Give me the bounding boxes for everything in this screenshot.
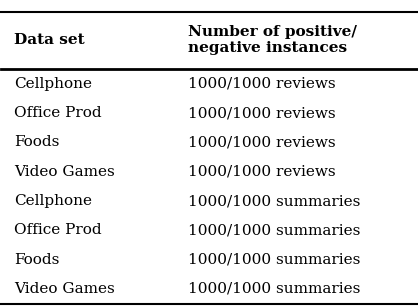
Text: 1000/1000 summaries: 1000/1000 summaries (188, 253, 361, 267)
Text: 1000/1000 reviews: 1000/1000 reviews (188, 77, 336, 91)
Text: Office Prod: Office Prod (14, 223, 102, 237)
Text: 1000/1000 reviews: 1000/1000 reviews (188, 136, 336, 149)
Text: 1000/1000 summaries: 1000/1000 summaries (188, 194, 361, 208)
Text: Video Games: Video Games (14, 282, 115, 296)
Text: Video Games: Video Games (14, 165, 115, 179)
Text: Foods: Foods (14, 136, 59, 149)
Text: Data set: Data set (14, 33, 84, 47)
Text: Foods: Foods (14, 253, 59, 267)
Text: 1000/1000 reviews: 1000/1000 reviews (188, 106, 336, 120)
Text: 1000/1000 summaries: 1000/1000 summaries (188, 223, 361, 237)
Text: 1000/1000 reviews: 1000/1000 reviews (188, 165, 336, 179)
Text: Cellphone: Cellphone (14, 77, 92, 91)
Text: Office Prod: Office Prod (14, 106, 102, 120)
Text: 1000/1000 summaries: 1000/1000 summaries (188, 282, 361, 296)
Text: Number of positive/
negative instances: Number of positive/ negative instances (188, 25, 357, 55)
Text: Cellphone: Cellphone (14, 194, 92, 208)
